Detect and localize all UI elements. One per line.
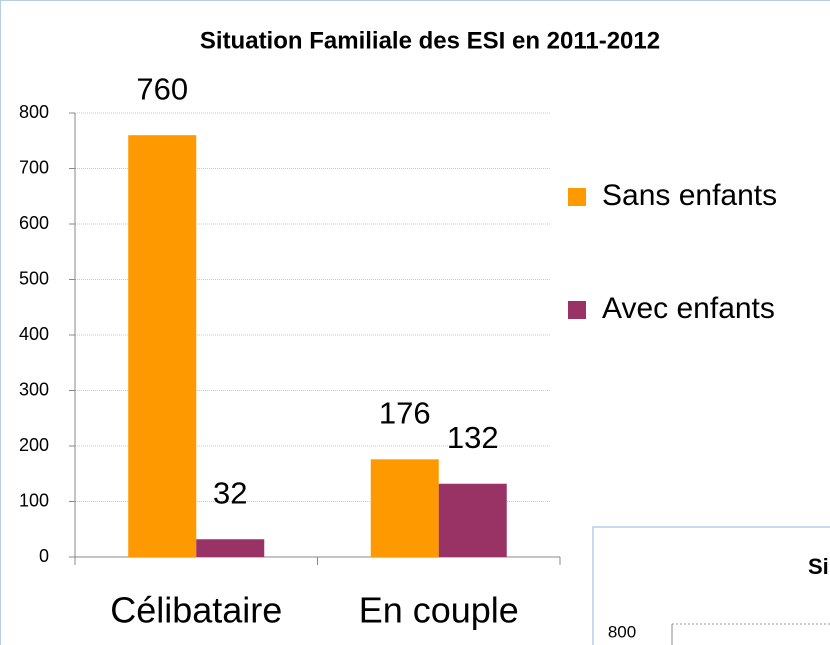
y-tick-label: 600 bbox=[19, 213, 49, 233]
bar bbox=[438, 483, 507, 557]
legend-swatch bbox=[568, 188, 586, 206]
data-label: 132 bbox=[447, 420, 499, 455]
bar bbox=[196, 539, 265, 557]
y-tick-label: 0 bbox=[39, 546, 49, 566]
legend-label: Sans enfants bbox=[602, 179, 777, 212]
legend-swatch bbox=[568, 301, 586, 319]
y-tick-label: 500 bbox=[19, 268, 49, 288]
data-label: 32 bbox=[213, 475, 247, 510]
y-tick-label: 100 bbox=[19, 490, 49, 510]
x-tick-label: En couple bbox=[359, 590, 519, 631]
x-tick-label: Célibataire bbox=[110, 590, 282, 631]
second-chart-tick: 800 bbox=[608, 622, 636, 641]
legend-label: Avec enfants bbox=[602, 292, 775, 325]
y-tick-label: 800 bbox=[19, 102, 49, 122]
bar bbox=[370, 459, 439, 557]
y-tick-label: 400 bbox=[19, 324, 49, 344]
second-chart-title: Si bbox=[808, 554, 829, 579]
y-tick-label: 200 bbox=[19, 435, 49, 455]
bar bbox=[128, 135, 197, 557]
y-tick-label: 700 bbox=[19, 157, 49, 177]
second-chart-frame bbox=[592, 526, 830, 645]
y-tick-label: 300 bbox=[19, 379, 49, 399]
data-label: 760 bbox=[136, 71, 188, 106]
chart-title: Situation Familiale des ESI en 2011-2012 bbox=[200, 27, 660, 54]
data-label: 176 bbox=[379, 396, 431, 431]
